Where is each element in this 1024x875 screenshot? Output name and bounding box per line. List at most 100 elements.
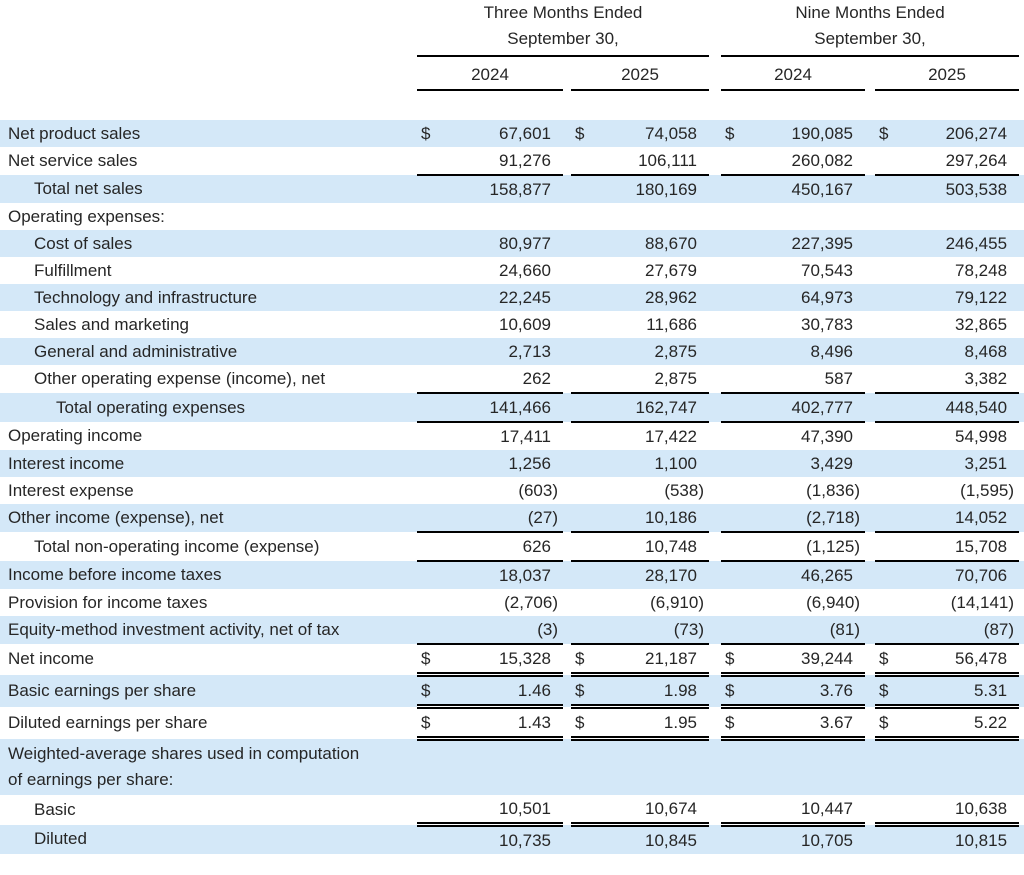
value: 1.43 (517, 712, 551, 732)
column-spacer (563, 477, 571, 504)
value-cell: 503,538 (875, 175, 1020, 203)
value-cell: (1,125) (721, 532, 865, 562)
currency-symbol: $ (725, 712, 735, 732)
value: 64,973 (801, 287, 853, 307)
value: 450,167 (791, 179, 853, 199)
value: 8,468 (964, 341, 1008, 361)
header-gap-row (0, 90, 1024, 120)
value-cell: 246,455 (875, 230, 1020, 257)
value: 587 (824, 368, 853, 388)
value-cell: $ 21,187 (571, 644, 709, 677)
value: (27) (527, 507, 558, 527)
value: 10,815 (955, 830, 1008, 850)
value: 3,429 (810, 453, 853, 473)
column-spacer (865, 203, 875, 230)
value-cell: (3) (417, 616, 563, 645)
value-cell: 2,875 (571, 365, 709, 394)
column-spacer (563, 589, 571, 616)
value: (3) (537, 619, 558, 639)
value-cell (875, 203, 1019, 230)
value-cell: 10,748 (571, 532, 709, 562)
value: 88,670 (645, 233, 697, 253)
column-spacer (563, 795, 571, 825)
value-cell: (87) (875, 616, 1020, 645)
column-spacer (709, 504, 721, 532)
row-label: Cost of sales (0, 230, 417, 257)
column-spacer (865, 477, 875, 504)
column-spacer (865, 674, 875, 707)
value: 15,708 (955, 536, 1008, 556)
row-label: Operating expenses: (8, 206, 165, 226)
value-cell: 11,686 (571, 311, 709, 338)
value-cell: 18,037 (417, 561, 563, 589)
column-spacer (1019, 203, 1024, 230)
column-spacer (865, 230, 875, 257)
currency-symbol: $ (421, 712, 431, 732)
column-spacer (1019, 795, 1024, 825)
value-cell: 24,660 (417, 257, 563, 284)
table-row: Income before income taxes 18,037 28,170… (0, 561, 1024, 589)
value: 78,248 (955, 260, 1008, 280)
value-cell: 8,496 (721, 338, 865, 365)
value: 30,783 (801, 314, 853, 334)
period-caption-line: September 30, (507, 29, 619, 48)
value: 24,660 (499, 260, 551, 280)
column-spacer (1019, 532, 1024, 561)
column-spacer (1019, 674, 1024, 707)
column-spacer (1019, 504, 1024, 532)
value: 1.95 (663, 712, 697, 732)
column-spacer (865, 120, 875, 147)
value: 46,265 (801, 565, 853, 585)
column-spacer (563, 824, 571, 854)
value-cell: $ 1.95 (571, 706, 709, 741)
value-cell: 158,877 (417, 175, 563, 203)
value: 2,713 (508, 341, 551, 361)
value: (2,706) (504, 592, 558, 612)
column-spacer (563, 311, 571, 338)
value: (6,940) (806, 592, 860, 612)
column-spacer (709, 824, 721, 854)
value-cell (721, 738, 865, 795)
column-spacer (563, 422, 571, 450)
value-cell: 28,962 (571, 284, 709, 311)
value: 297,264 (945, 150, 1008, 170)
column-spacer (1019, 738, 1024, 795)
value-cell: 91,276 (417, 147, 563, 176)
value-cell: 10,638 (875, 795, 1020, 827)
value-cell: $ 39,244 (721, 644, 865, 677)
table-row: Operating expenses: (0, 203, 1024, 230)
value: 56,478 (955, 648, 1008, 668)
value-cell: 70,706 (875, 561, 1020, 589)
table-row: Weighted-average shares used in computat… (0, 738, 1024, 795)
value-cell: (1,836) (721, 477, 865, 504)
value-cell: 47,390 (721, 422, 865, 450)
column-spacer (865, 795, 875, 825)
value: (603) (518, 480, 558, 500)
column-spacer (1019, 644, 1024, 675)
value: (538) (664, 480, 704, 500)
value: 10,501 (499, 798, 551, 818)
column-spacer (865, 393, 875, 422)
column-spacer (865, 589, 875, 616)
value-cell: 402,777 (721, 393, 865, 423)
column-spacer (1019, 284, 1024, 311)
value-cell: 10,609 (417, 311, 563, 338)
table-row: Basic earnings per share $ 1.46 $ 1.98 $… (0, 674, 1024, 709)
value: 141,466 (489, 397, 551, 417)
column-spacer (563, 56, 571, 90)
value: 158,877 (489, 179, 551, 199)
row-label: Interest expense (8, 480, 134, 500)
column-spacer (709, 674, 721, 707)
row-label: Weighted-average shares used in computat… (0, 738, 417, 795)
value-cell: (14,141) (875, 589, 1019, 616)
value-cell: $ 1.98 (571, 674, 709, 709)
period-caption-three-months: Three Months Ended September 30, (417, 0, 709, 57)
value-cell: 32,865 (875, 311, 1019, 338)
table-row: Other operating expense (income), net 26… (0, 365, 1024, 394)
value-cell: 3,429 (721, 450, 865, 477)
period-caption-line: Three Months Ended (483, 3, 643, 22)
column-spacer (865, 824, 875, 854)
value: 79,122 (955, 287, 1008, 307)
value: (14,141) (950, 592, 1015, 612)
value: 1,256 (508, 453, 551, 473)
